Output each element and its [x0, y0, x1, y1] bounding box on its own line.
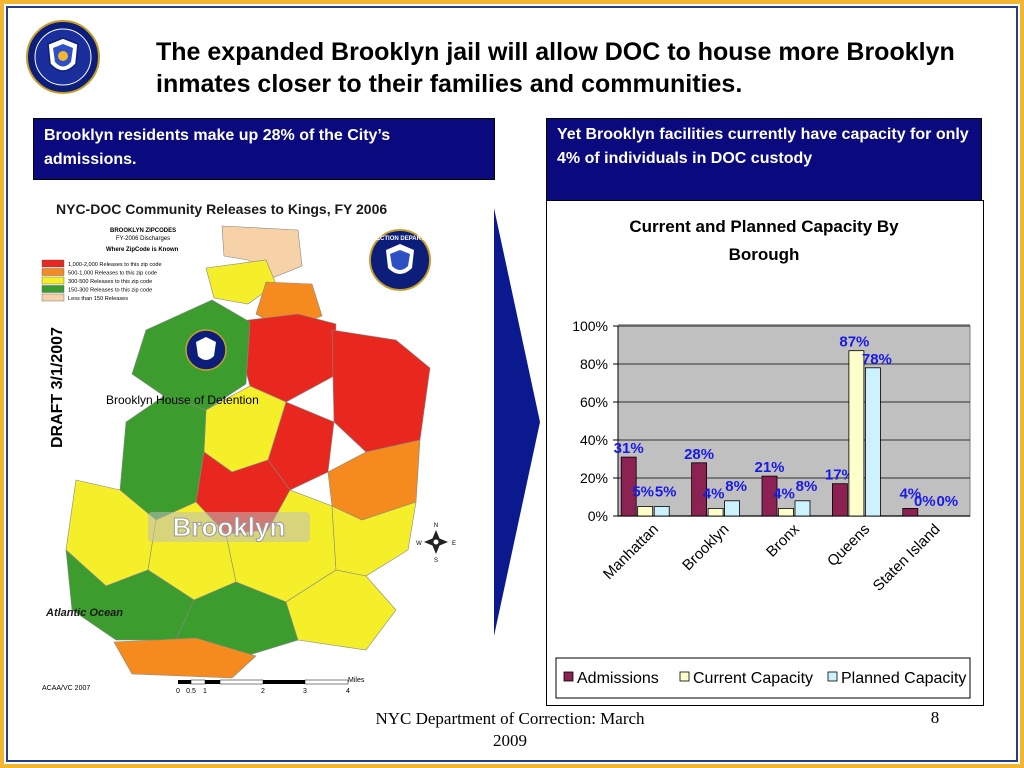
borough-label-bg	[148, 512, 310, 542]
compass-rose-icon: N E S W	[416, 523, 456, 564]
scale-ticks: 0 0.5 1 2 3 4	[176, 688, 350, 695]
data-label: 17%	[825, 467, 855, 484]
left-callout-box: Brooklyn residents make up 28% of the Ci…	[33, 118, 495, 180]
legend-label: Planned Capacity	[841, 670, 966, 687]
brooklyn-map: NYC-DOC Community Releases to Kings, FY …	[41, 201, 456, 695]
legend-swatch	[679, 671, 690, 682]
legend-label: Less than 150 Releases	[68, 296, 128, 302]
svg-text:N: N	[434, 523, 438, 529]
facility-label: Brooklyn House of Detention	[106, 393, 259, 407]
scale-tick-label: 4	[346, 688, 350, 695]
bar-admissions	[691, 462, 708, 517]
map-seal-icon: CORRECTION DEPARTMENT	[358, 229, 442, 291]
bar-admissions	[620, 456, 637, 517]
plot-area	[617, 325, 971, 517]
capacity-chart: Current and Planned Capacity By Borough …	[546, 200, 984, 706]
bar-planned-capacity	[724, 500, 741, 517]
legend-swatch	[41, 268, 65, 276]
map-legend-title-3: Where ZipCode is Known	[106, 247, 179, 253]
scale-tick-label: 1	[203, 688, 207, 695]
bar-planned-capacity	[864, 367, 881, 517]
data-label: 0%	[936, 493, 958, 510]
data-label: 0%	[914, 493, 936, 510]
data-label: 4%	[899, 485, 921, 502]
bar-admissions	[831, 483, 848, 517]
map-regions	[65, 225, 431, 679]
facility-marker-icon	[185, 329, 227, 371]
legend-label: Current Capacity	[693, 670, 813, 687]
scale-tick-label: 3	[303, 688, 307, 695]
scale-unit: Miles	[348, 677, 365, 684]
data-label: 78%	[862, 351, 892, 368]
legend-swatch	[563, 671, 574, 682]
chart-title-line-2: Borough	[729, 245, 800, 264]
y-tick-label: 60%	[580, 394, 608, 410]
data-label: 21%	[754, 459, 784, 476]
map-legend-title-2: FY-2006 Discharges	[116, 236, 170, 242]
right-callout-box: Yet Brooklyn facilities currently have c…	[546, 118, 982, 202]
chart-title-line-1: Current and Planned Capacity By	[629, 217, 899, 236]
y-tick-label: 40%	[580, 432, 608, 448]
y-tick-label: 100%	[572, 318, 608, 334]
data-label: 28%	[684, 446, 714, 463]
slide-title: The expanded Brooklyn jail will allow DO…	[156, 38, 955, 98]
data-label: 5%	[632, 484, 654, 501]
bar-planned-capacity	[794, 500, 811, 517]
data-label: 87%	[839, 334, 869, 351]
plot-wall-top	[618, 324, 970, 326]
bar-current-capacity	[848, 350, 865, 517]
svg-text:CORRECTION DEPARTMENT: CORRECTION DEPARTMENT	[358, 236, 442, 242]
doc-seal-icon	[26, 20, 100, 94]
map-credit: ACAA/VC 2007	[42, 685, 90, 692]
y-tick-label: 20%	[580, 470, 608, 486]
legend-swatch	[41, 276, 65, 285]
legend-label: Admissions	[577, 670, 659, 687]
ocean-label: Atlantic Ocean	[45, 607, 123, 619]
scale-tick-label: 2	[261, 688, 265, 695]
legend-label: 1,000-2,000 Releases to this zip code	[68, 262, 162, 268]
legend-box	[555, 657, 971, 699]
legend-swatch	[41, 259, 65, 268]
svg-text:E: E	[452, 541, 456, 547]
data-label: 5%	[655, 484, 677, 501]
data-label: 8%	[725, 478, 747, 495]
y-tick-label: 0%	[588, 508, 608, 524]
data-label: 8%	[796, 478, 818, 495]
data-label: 4%	[773, 485, 795, 502]
data-label: 4%	[703, 485, 725, 502]
borough-label: Brooklyn	[173, 512, 286, 542]
scale-tick-label: 0	[176, 688, 180, 695]
bar-current-capacity	[637, 506, 654, 517]
slide-border-inner	[6, 6, 1018, 762]
bar-admissions	[761, 475, 778, 517]
legend-label: 500-1,000 Releases to this zip code	[68, 271, 157, 277]
bar-current-capacity	[707, 507, 724, 517]
legend-label: 300-500 Releases to this zip code	[68, 279, 152, 285]
map-legend-title-1: BROOKLYN ZIPCODES	[110, 228, 176, 234]
bar-current-capacity	[778, 507, 794, 517]
page-number: 8	[930, 708, 940, 727]
map-legend: 1,000-2,000 Releases to this zip code 500…	[41, 259, 162, 302]
legend-swatch	[41, 285, 65, 293]
bar-admissions	[902, 507, 919, 517]
bar-planned-capacity	[653, 506, 670, 517]
scale-tick-label: 0.5	[186, 688, 196, 695]
legend-swatch	[41, 293, 65, 302]
legend-label: 150-300 Releases to this zip code	[68, 288, 152, 294]
transition-arrow	[494, 208, 540, 636]
legend-swatch	[827, 671, 838, 682]
svg-text:S: S	[434, 558, 438, 564]
svg-text:W: W	[416, 541, 422, 547]
footer-text: NYC Department of Correction: March 2009	[375, 709, 645, 750]
scale-bar	[178, 679, 349, 685]
draft-label: DRAFT 3/1/2007	[49, 327, 66, 448]
y-tick-label: 80%	[580, 356, 608, 372]
data-label: 31%	[614, 440, 644, 457]
chart-legend: Admissions Current Capacity Planned Capaci…	[555, 657, 971, 699]
map-title: NYC-DOC Community Releases to Kings, FY …	[56, 201, 387, 217]
